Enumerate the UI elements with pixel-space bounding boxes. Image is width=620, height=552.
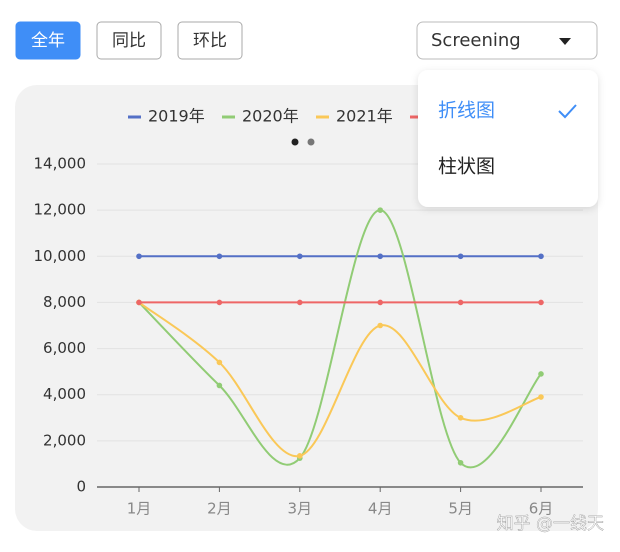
- page-dot: [291, 138, 299, 146]
- data-point: [538, 299, 544, 306]
- tab-label[interactable]: 环比: [193, 31, 227, 51]
- x-tick-label: 2月: [207, 500, 232, 518]
- legend-label: 2020年: [242, 107, 299, 126]
- data-point: [297, 299, 303, 306]
- data-point: [216, 253, 223, 260]
- data-point: [538, 394, 544, 400]
- y-tick-label: 10,000: [34, 247, 87, 265]
- y-tick-label: 8,000: [43, 293, 86, 311]
- data-point: [377, 207, 384, 213]
- menu-panel: [418, 70, 598, 207]
- data-point: [457, 299, 464, 306]
- data-point: [457, 414, 464, 421]
- data-point: [457, 459, 464, 466]
- page-dot: [307, 138, 315, 146]
- data-point: [377, 299, 384, 306]
- data-point: [297, 253, 303, 260]
- legend-label: 2019年: [148, 107, 205, 126]
- tab-label[interactable]: 全年: [31, 31, 65, 51]
- menu-item[interactable]: 柱状图: [438, 156, 495, 178]
- y-tick-label: 6,000: [43, 339, 86, 357]
- data-point: [297, 453, 303, 459]
- data-point: [136, 253, 142, 260]
- data-point: [457, 253, 464, 260]
- legend-label: 2021年: [336, 107, 393, 126]
- data-point: [136, 299, 142, 306]
- dropdown-label[interactable]: Screening: [431, 30, 521, 51]
- y-tick-label: 4,000: [43, 385, 86, 403]
- data-point: [216, 299, 223, 306]
- tab-label[interactable]: 同比: [112, 31, 146, 51]
- y-tick-label: 12,000: [34, 201, 87, 219]
- data-point: [377, 253, 384, 260]
- dropdown-arrow[interactable]: [559, 38, 571, 45]
- tab-button[interactable]: [96, 21, 162, 60]
- tab-button[interactable]: [177, 21, 243, 60]
- data-point: [216, 382, 223, 389]
- dropdown[interactable]: [416, 21, 598, 60]
- menu-check: [558, 104, 577, 119]
- watermark: 知乎 @一线天: [497, 514, 604, 534]
- x-tick-label: 4月: [368, 500, 393, 518]
- data-point: [216, 359, 223, 366]
- y-tick-label: 14,000: [34, 155, 87, 173]
- menu-item[interactable]: 折线图: [438, 100, 495, 122]
- tab-button[interactable]: [15, 21, 81, 60]
- data-point: [538, 253, 544, 260]
- data-point: [377, 322, 384, 329]
- x-tick-label: 5月: [448, 500, 473, 518]
- x-tick-label: 3月: [288, 500, 313, 518]
- y-tick-label: 0: [76, 478, 86, 496]
- x-tick-label: 6月: [529, 500, 554, 518]
- y-tick-label: 2,000: [43, 431, 86, 449]
- data-point: [538, 371, 544, 377]
- x-tick-label: 1月: [127, 500, 152, 518]
